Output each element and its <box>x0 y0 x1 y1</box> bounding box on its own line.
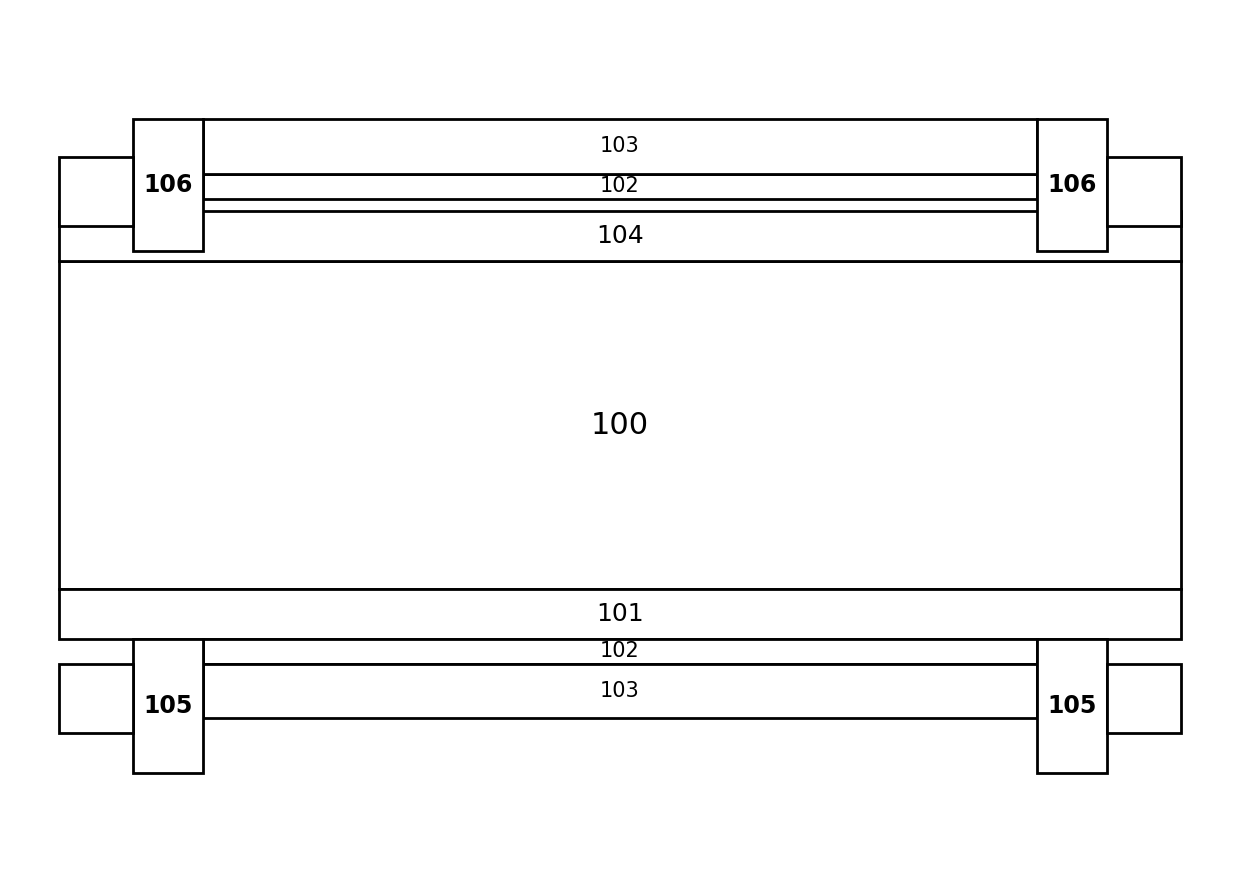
Bar <box>58 261 1182 589</box>
Bar <box>203 174 1037 199</box>
Text: 106: 106 <box>1047 173 1097 197</box>
Text: 100: 100 <box>591 410 649 440</box>
Bar <box>203 639 1037 664</box>
Bar <box>203 664 1037 718</box>
Bar <box>58 589 1182 639</box>
Bar <box>133 639 203 773</box>
Text: 105: 105 <box>144 694 192 718</box>
Bar <box>1106 157 1182 227</box>
Text: 101: 101 <box>596 602 644 626</box>
Text: 104: 104 <box>596 224 644 248</box>
Bar <box>133 119 203 252</box>
Text: 106: 106 <box>144 173 192 197</box>
Bar <box>1037 119 1106 252</box>
Bar <box>58 664 133 733</box>
Text: 102: 102 <box>600 641 639 661</box>
Text: 103: 103 <box>600 136 639 156</box>
Text: 103: 103 <box>600 681 639 701</box>
Bar <box>1037 639 1106 773</box>
Bar <box>203 119 1037 174</box>
Bar <box>58 157 133 227</box>
Text: 102: 102 <box>600 176 639 196</box>
Bar <box>58 211 1182 261</box>
Text: 105: 105 <box>1047 694 1097 718</box>
Bar <box>1106 664 1182 733</box>
